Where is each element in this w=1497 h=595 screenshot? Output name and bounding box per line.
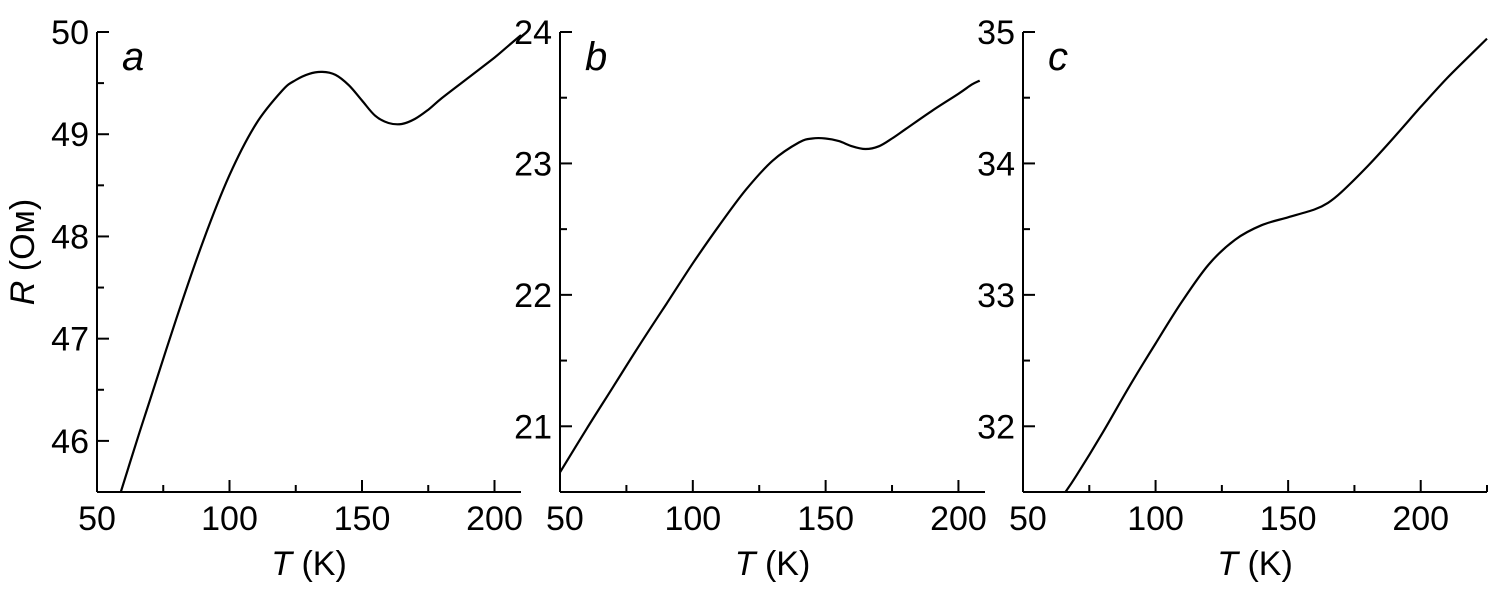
x-axis-unit: (K) [292,545,347,583]
y-tick-label: 24 [514,14,552,52]
x-tick-label: 200 [1392,500,1449,538]
chart-panel-a: 46 47 48 49 50 50 100 150 200 T (K) R (Ом) a [4,14,523,583]
x-tick-label: 100 [201,500,258,538]
x-tick-label: 150 [797,500,854,538]
x-axis-label: T (K) [1217,545,1293,583]
x-axis-variable: T [735,545,758,583]
y-tick-label: 22 [514,277,552,315]
x-tick-label: 200 [930,500,987,538]
x-tick-label: 100 [664,500,721,538]
y-tick-label: 47 [51,321,89,359]
panel-label: b [585,35,607,79]
series-line-a-0 [119,34,522,493]
panel-label: a [122,35,144,79]
x-axis-label: T (K) [271,545,347,583]
y-tick-label: 48 [51,218,89,256]
y-tick-label: 49 [51,116,89,154]
x-axis-variable: T [1217,545,1240,583]
x-tick-label: 50 [78,500,116,538]
x-tick-label: 200 [466,500,523,538]
y-axis-label: R (Ом) [4,199,42,305]
y-tick-label: 33 [977,277,1015,315]
x-axis-unit: (K) [756,545,811,583]
x-tick-label: 100 [1127,500,1184,538]
x-tick-label: 150 [1260,500,1317,538]
y-tick-label: 21 [514,408,552,446]
y-tick-label: 32 [977,408,1015,446]
y-tick-label: 34 [977,145,1015,183]
panel-label: c [1048,35,1068,79]
chart-panel-c: 32 33 34 35 50 100 150 200 T (K) c [977,14,1488,583]
x-axis-label: T (K) [735,545,811,583]
series-line-c-0 [1064,37,1488,493]
y-tick-label: 46 [51,423,89,461]
x-tick-label: 50 [1009,500,1047,538]
x-tick-label: 50 [546,500,584,538]
y-axis-unit: (Ом) [4,199,42,281]
x-tick-label: 150 [334,500,391,538]
series-line-b-0 [559,79,981,473]
y-tick-label: 35 [977,14,1015,52]
y-tick-label: 23 [514,145,552,183]
chart-panel-b: 21 22 23 24 50 100 150 200 T (K) b [514,14,987,583]
y-tick-label: 50 [51,14,89,52]
x-axis-unit: (K) [1238,545,1293,583]
x-axis-variable: T [271,545,294,583]
y-axis-variable: R [4,281,42,306]
